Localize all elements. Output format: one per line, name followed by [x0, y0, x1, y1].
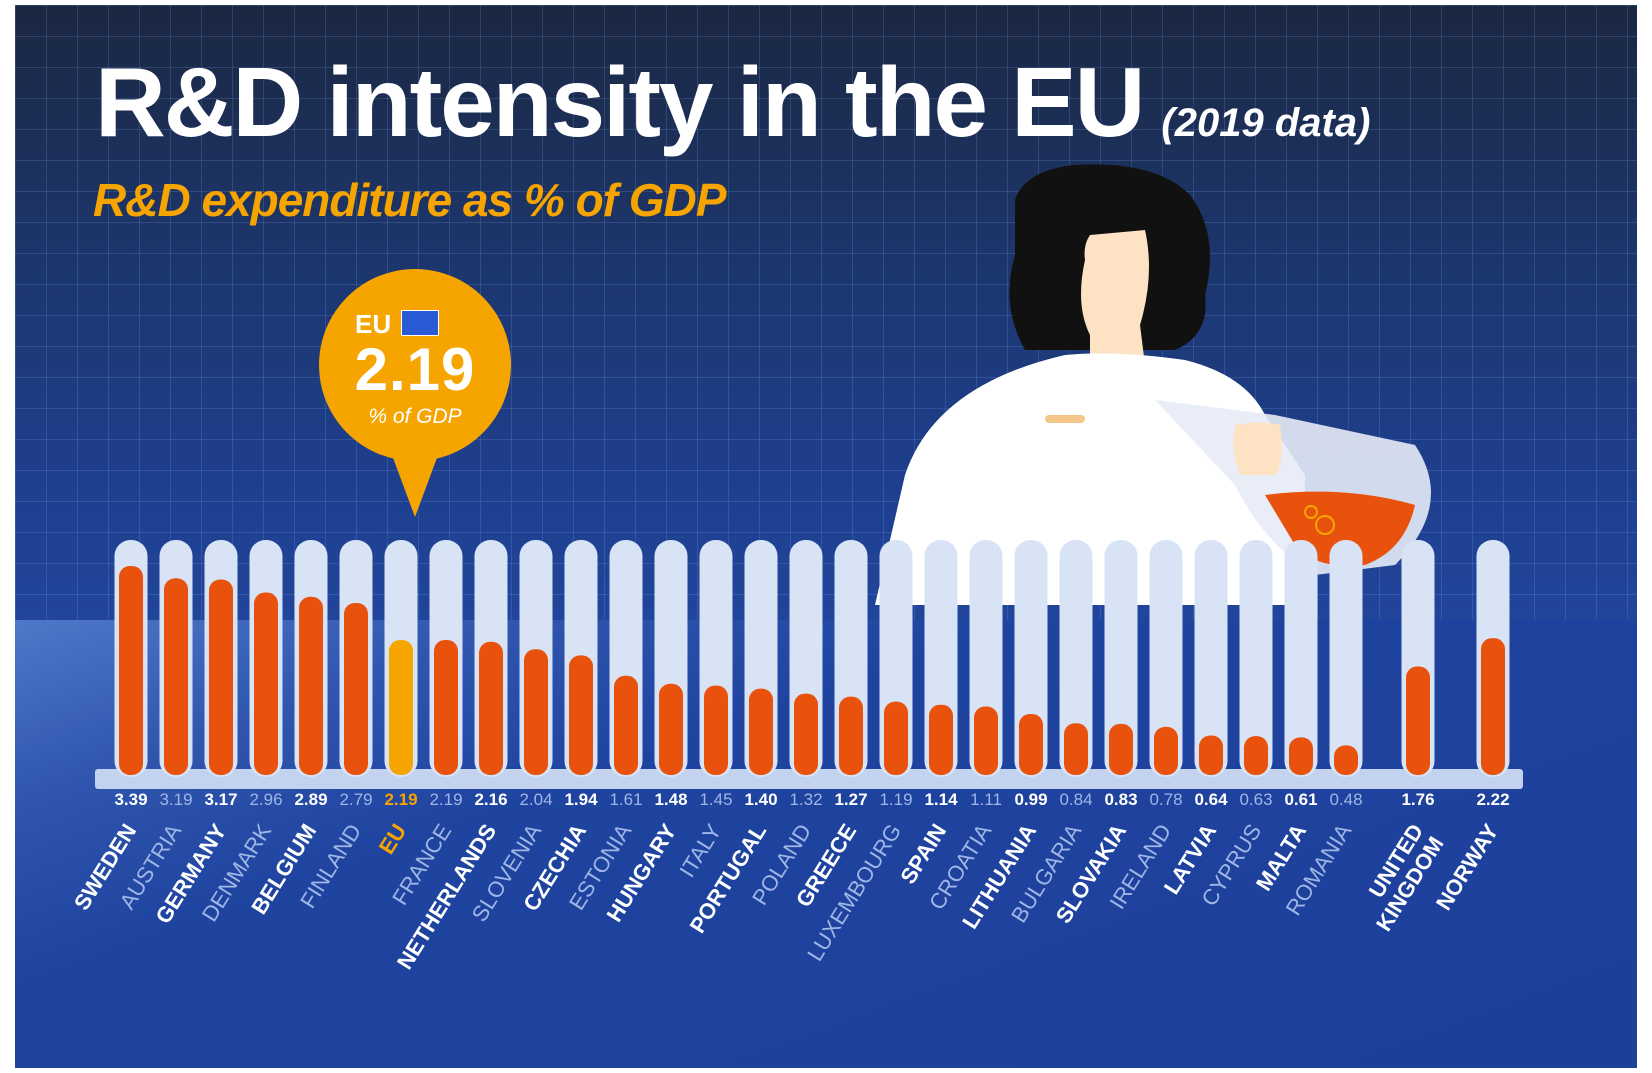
bar	[1064, 723, 1088, 775]
chart-title: R&D intensity in the EU (2019 data)	[95, 53, 1370, 151]
value-label: 0.99	[1014, 790, 1047, 809]
value-label: 1.61	[609, 790, 642, 809]
background-floor	[15, 620, 1637, 1068]
bar	[1289, 737, 1313, 775]
value-label: 3.39	[114, 790, 147, 809]
bar-chart: 3.39SWEDEN3.19AUSTRIA3.17GERMANY2.96DENM…	[69, 540, 1523, 974]
bar	[299, 596, 323, 775]
value-label: 1.48	[654, 790, 687, 809]
callout-value: 2.19	[354, 336, 476, 403]
bar	[614, 675, 638, 775]
callout-unit: % of GDP	[368, 405, 462, 428]
value-label: 1.40	[744, 790, 777, 809]
bar	[929, 704, 953, 775]
bar	[209, 579, 233, 775]
bar	[254, 592, 278, 775]
value-label: 0.48	[1329, 790, 1362, 809]
category-label-line: NORWAY	[1431, 819, 1504, 914]
bar	[344, 602, 368, 775]
value-label: 0.78	[1149, 790, 1182, 809]
bar	[1244, 736, 1268, 775]
bar	[389, 639, 413, 775]
bar	[164, 578, 188, 775]
test-tube	[1059, 540, 1093, 777]
callout-label: EU	[355, 309, 392, 339]
value-label: 1.76	[1401, 790, 1434, 809]
bar	[974, 706, 998, 775]
bar	[524, 649, 548, 775]
value-label: 2.04	[519, 790, 552, 809]
value-label: 2.96	[249, 790, 282, 809]
category-label: NORWAY	[1431, 819, 1504, 914]
bar	[704, 685, 728, 775]
bar	[1019, 713, 1043, 775]
infographic-poster: R&D intensity in the EU (2019 data) R&D e…	[15, 5, 1637, 1068]
bar	[794, 693, 818, 775]
value-label: 0.63	[1239, 790, 1272, 809]
value-label: 0.64	[1194, 790, 1228, 809]
value-label: 3.17	[204, 790, 237, 809]
test-tube	[1149, 540, 1183, 777]
value-label: 1.45	[699, 790, 732, 809]
value-label: 3.19	[159, 790, 192, 809]
bar	[1109, 723, 1133, 775]
bar	[119, 565, 143, 775]
bar	[1199, 735, 1223, 775]
bar	[479, 641, 503, 775]
bar	[434, 639, 458, 775]
test-tube	[1284, 540, 1318, 777]
category-label-line: EU	[374, 819, 411, 858]
callout-bubble	[319, 269, 511, 517]
title-note: (2019 data)	[1161, 101, 1371, 145]
chart-subtitle: R&D expenditure as % of GDP	[93, 174, 726, 226]
value-label: 1.94	[564, 790, 598, 809]
test-tube	[1104, 540, 1138, 777]
value-label: 1.19	[879, 790, 912, 809]
value-label: 2.22	[1476, 790, 1509, 809]
bar	[839, 696, 863, 775]
bar	[1406, 666, 1430, 775]
eu-average-callout: EU 2.19 % of GDP	[317, 267, 513, 527]
bar	[569, 655, 593, 775]
bar	[749, 688, 773, 775]
eu-flag-icon	[401, 310, 439, 336]
value-label: 0.61	[1284, 790, 1317, 809]
bar	[1154, 726, 1178, 775]
value-label: 0.84	[1059, 790, 1092, 809]
value-label: 1.32	[789, 790, 822, 809]
value-label: 0.83	[1104, 790, 1137, 809]
value-label: 1.14	[924, 790, 958, 809]
value-label: 2.16	[474, 790, 507, 809]
bar	[659, 683, 683, 775]
value-label: 2.19	[429, 790, 462, 809]
title-text: R&D intensity in the EU	[95, 47, 1145, 157]
bar	[884, 701, 908, 775]
scientist-illustration	[875, 164, 1431, 605]
value-label: 1.11	[970, 790, 1002, 809]
value-label: 2.89	[294, 790, 327, 809]
bar	[1334, 745, 1358, 775]
test-tube	[1194, 540, 1228, 777]
test-tube	[1239, 540, 1273, 777]
value-label: 2.79	[339, 790, 372, 809]
category-label: EU	[374, 819, 411, 858]
test-tube	[1329, 540, 1363, 777]
value-label: 1.27	[834, 790, 867, 809]
bar	[1481, 638, 1505, 775]
value-label: 2.19	[384, 790, 417, 809]
category-label: UNITEDKINGDOM	[1351, 819, 1449, 935]
